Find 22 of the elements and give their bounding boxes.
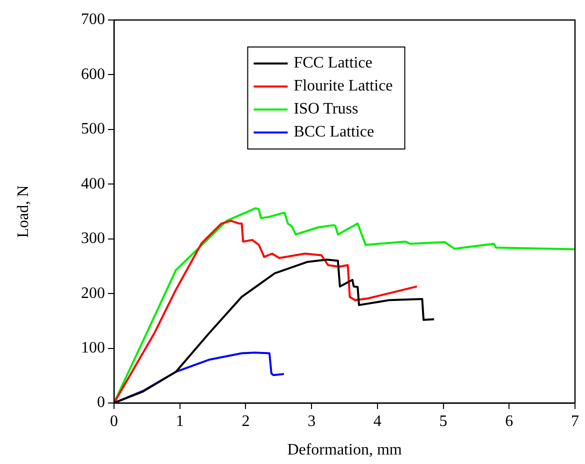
legend-label: ISO Truss <box>294 100 358 118</box>
y-axis-title: Load, N <box>14 184 32 238</box>
legend-label: FCC Lattice <box>294 54 372 72</box>
y-tick-label: 600 <box>81 66 105 83</box>
y-tick-label: 100 <box>81 339 105 356</box>
legend-label: Flourite Lattice <box>294 78 393 95</box>
x-tick-label: 3 <box>308 412 316 430</box>
x-tick-label: 6 <box>505 412 514 430</box>
y-tick-label: 0 <box>97 394 105 412</box>
y-tick-label: 500 <box>81 120 105 138</box>
x-tick-label: 2 <box>242 412 250 430</box>
x-tick-label: 0 <box>110 412 118 430</box>
x-axis-title: Deformation, mm <box>287 442 402 459</box>
y-tick-label: 700 <box>81 11 105 28</box>
x-tick-label: 5 <box>439 412 448 430</box>
legend-label: BCC Lattice <box>294 124 374 141</box>
x-tick-label: 1 <box>176 412 184 430</box>
y-tick-label: 400 <box>81 175 105 192</box>
x-tick-label: 4 <box>373 412 382 430</box>
y-tick-label: 300 <box>81 230 105 248</box>
x-tick-label: 7 <box>571 412 579 430</box>
y-tick-label: 200 <box>81 284 105 302</box>
